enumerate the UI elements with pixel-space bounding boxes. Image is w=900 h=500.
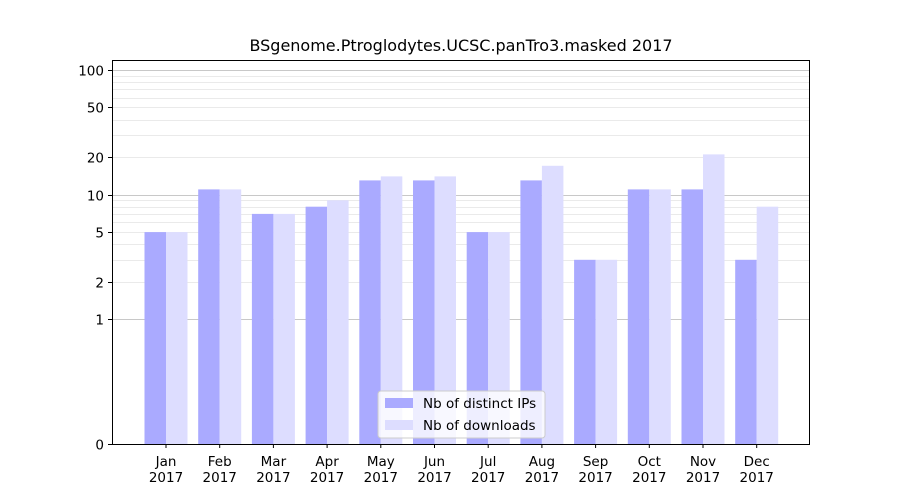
x-tick-label-month: May xyxy=(367,454,395,470)
legend-box xyxy=(377,390,546,439)
y-tick-label: 2 xyxy=(95,276,104,292)
y-tick-label: 50 xyxy=(87,101,104,117)
x-tick-label-month: Nov xyxy=(690,454,716,470)
legend-label-distinct-ips: Nb of distinct IPs xyxy=(423,396,536,412)
x-tick-label-month: Oct xyxy=(638,454,661,470)
bar-downloads xyxy=(541,165,564,445)
legend-label-downloads: Nb of downloads xyxy=(423,418,536,434)
bar-distinct-ips xyxy=(520,180,542,444)
bar-distinct-ips xyxy=(681,189,703,444)
x-tick-label-year: 2017 xyxy=(364,470,398,486)
bar-distinct-ips xyxy=(251,213,274,444)
x-tick-label-month: Apr xyxy=(315,454,339,470)
y-tick-label: 1 xyxy=(95,313,104,329)
bar-downloads xyxy=(273,213,295,444)
y-tick-label: 10 xyxy=(87,189,104,205)
bar-distinct-ips xyxy=(574,259,596,444)
x-tick-label-year: 2017 xyxy=(686,470,720,486)
x-tick-label-month: Mar xyxy=(261,454,287,470)
plot-frame xyxy=(112,60,810,445)
x-tick-label-month: Jun xyxy=(423,454,445,470)
x-tick-label-year: 2017 xyxy=(256,470,290,486)
y-tick-label: 5 xyxy=(95,226,104,242)
bar-distinct-ips xyxy=(305,206,328,444)
x-tick-label-month: Aug xyxy=(529,454,555,470)
x-tick-label-month: Feb xyxy=(208,454,232,470)
x-tick-label-year: 2017 xyxy=(632,470,666,486)
x-axis: Jan2017Feb2017Mar2017Apr2017May2017Jun20… xyxy=(149,444,774,486)
legend: Nb of distinct IPs Nb of downloads xyxy=(377,390,546,439)
y-axis: 0 1 2 5 10 20 50 100 xyxy=(78,64,112,454)
bar-downloads xyxy=(595,259,618,444)
bar-distinct-ips xyxy=(198,189,220,444)
bar-downloads xyxy=(756,206,779,444)
y-tick-label: 20 xyxy=(87,151,104,167)
bar-distinct-ips xyxy=(735,259,757,444)
x-tick-label-year: 2017 xyxy=(310,470,344,486)
chart-title: BSgenome.Ptroglodytes.UCSC.panTro3.maske… xyxy=(249,36,672,55)
bar-distinct-ips xyxy=(627,189,650,444)
legend-swatch-downloads xyxy=(385,420,413,430)
bar-distinct-ips xyxy=(359,180,381,444)
x-tick-label-month: Dec xyxy=(744,454,770,470)
bar-downloads xyxy=(166,232,188,444)
x-tick-label-year: 2017 xyxy=(578,470,612,486)
legend-swatch-distinct-ips xyxy=(385,398,413,408)
x-tick-label-year: 2017 xyxy=(471,470,505,486)
y-tick-label: 0 xyxy=(95,438,104,454)
bar-distinct-ips xyxy=(144,232,166,444)
x-tick-label-year: 2017 xyxy=(525,470,559,486)
bar-downloads xyxy=(703,154,725,444)
x-tick-label-year: 2017 xyxy=(417,470,451,486)
x-tick-label-year: 2017 xyxy=(740,470,774,486)
bar-downloads xyxy=(649,189,671,444)
bar-distinct-ips xyxy=(413,180,435,444)
x-tick-label-year: 2017 xyxy=(203,470,237,486)
x-tick-label-month: Jan xyxy=(155,454,177,470)
bar-downloads xyxy=(327,200,349,444)
bar-downloads xyxy=(434,176,456,444)
x-tick-label-month: Jul xyxy=(479,454,496,470)
x-tick-label-year: 2017 xyxy=(149,470,183,486)
x-tick-label-month: Sep xyxy=(583,454,608,470)
bar-downloads xyxy=(219,189,242,444)
bar-downloads xyxy=(380,176,403,444)
y-tick-label: 100 xyxy=(78,64,104,80)
